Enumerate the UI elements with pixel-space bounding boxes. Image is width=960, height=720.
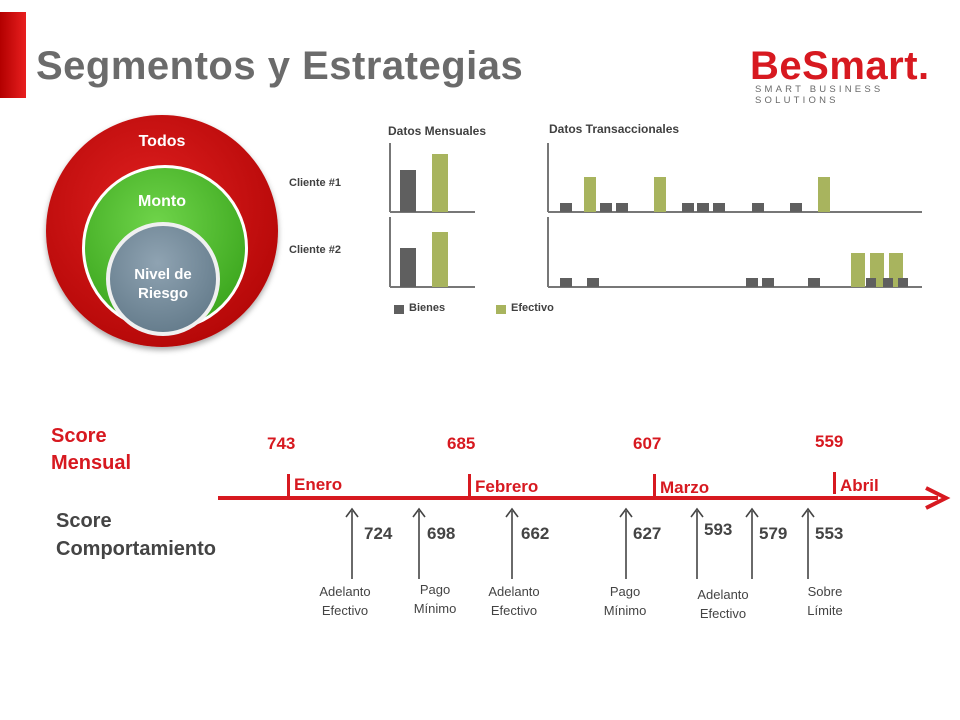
- trans-client1-bar: [654, 177, 666, 212]
- event-label-adelanto-efectivo: Adelanto Efectivo: [697, 587, 749, 621]
- besmart-logo-tagline: SMART BUSINESS SOLUTIONS: [755, 84, 884, 106]
- trans-client2-bar: [560, 278, 572, 287]
- legend-cash-label: Efectivo: [511, 302, 554, 314]
- event-label-pago-minimo: Pago Mínimo: [413, 582, 457, 616]
- trans-client1-bar: [790, 203, 802, 212]
- score-mensual-text: Score Mensual: [51, 425, 132, 474]
- behavior-score: 662: [521, 524, 550, 543]
- behavior-score: 627: [633, 524, 662, 543]
- trans-client2-bar: [808, 278, 820, 287]
- trans-client2-bar: [762, 278, 774, 287]
- trans-client2-bar: [851, 253, 865, 287]
- trans-client2-bar: [587, 278, 599, 287]
- month-score-febrero: 685: [447, 434, 476, 453]
- segment-monto-label: Monto: [138, 193, 186, 210]
- legend-cash-swatch: [496, 305, 506, 314]
- behavior-score: 553: [815, 524, 844, 543]
- month-score-marzo: 607: [633, 434, 662, 453]
- trans-client1-bar: [616, 203, 628, 212]
- month-label-enero: Enero: [294, 475, 343, 494]
- score-comportamiento-text: Score Comportamiento: [56, 510, 216, 560]
- trans-client1-bar: [752, 203, 764, 212]
- month-tick-abril: [833, 472, 836, 494]
- event-arrow-head: [745, 507, 759, 518]
- trans-client1-bar: [697, 203, 709, 212]
- trans-client2-bar: [898, 278, 908, 287]
- transactional-chart-title: Datos Transaccionales: [549, 122, 680, 136]
- month-score-abril: 559: [815, 432, 844, 451]
- event-arrows: [345, 507, 815, 579]
- monthly-client2-cash-bar: [432, 232, 448, 287]
- event-arrow-head: [690, 507, 704, 518]
- event-arrow-head: [412, 507, 426, 518]
- trans-client1-bar: [600, 203, 612, 212]
- monthly-client1-cash-bar: [432, 154, 448, 212]
- month-label-abril: Abril: [840, 476, 879, 495]
- trans-client1-bar: [682, 203, 694, 212]
- event-arrow-head: [505, 507, 519, 518]
- month-score-enero: 743: [267, 434, 296, 453]
- segment-todos-label: Todos: [138, 133, 186, 150]
- event-label-adelanto-efectivo: Adelanto Efectivo: [488, 584, 540, 618]
- behavior-score: 724: [364, 524, 393, 543]
- segment-riesgo-label-2: Riesgo: [137, 285, 188, 302]
- behavior-score: 698: [427, 524, 456, 543]
- segment-riesgo-label-1: Nivel de: [134, 266, 192, 283]
- trans-client1-bar: [560, 203, 572, 212]
- customer-data-charts: [389, 143, 922, 288]
- trans-client2-bar: [883, 278, 893, 287]
- segment-riesgo-circle: [106, 222, 220, 336]
- legend-goods-swatch: [394, 305, 404, 314]
- trans-client1-bar: [818, 177, 830, 212]
- behavior-score: 593: [704, 520, 733, 539]
- event-arrow-head: [345, 507, 359, 518]
- besmart-logo: BeSmart.: [750, 44, 930, 88]
- trans-client1-bar: [584, 177, 596, 212]
- monthly-chart-title: Datos Mensuales: [388, 124, 487, 138]
- trans-client2-bar: [746, 278, 758, 287]
- monthly-client2-goods-bar: [400, 248, 416, 287]
- event-label-adelanto-efectivo: Adelanto Efectivo: [319, 584, 371, 618]
- score-mensual-label: Score Mensual: [51, 423, 131, 477]
- month-label-febrero: Febrero: [475, 477, 539, 496]
- event-arrow-head: [801, 507, 815, 518]
- event-label-pago-minimo: Pago Mínimo: [603, 584, 647, 618]
- trans-client1-bar: [713, 203, 725, 212]
- month-label-marzo: Marzo: [660, 478, 710, 497]
- month-tick-febrero: [468, 474, 471, 496]
- trans-client2-bar: [866, 278, 876, 287]
- score-comportamiento-label: Score Comportamiento: [56, 507, 216, 563]
- behavior-score: 579: [759, 524, 788, 543]
- legend-goods-label: Bienes: [409, 302, 446, 314]
- timeline-arrow: [218, 486, 951, 510]
- month-tick-enero: [287, 474, 290, 496]
- monthly-client1-goods-bar: [400, 170, 416, 212]
- client-1-label: Cliente #1: [289, 177, 341, 189]
- title-accent-bar: [0, 12, 26, 98]
- event-label-sobre-limite: Sobre Límite: [807, 584, 843, 618]
- event-arrow-head: [619, 507, 633, 518]
- page-title: Segmentos y Estrategias: [36, 44, 524, 88]
- client-2-label: Cliente #2: [289, 244, 341, 256]
- month-tick-marzo: [653, 474, 656, 496]
